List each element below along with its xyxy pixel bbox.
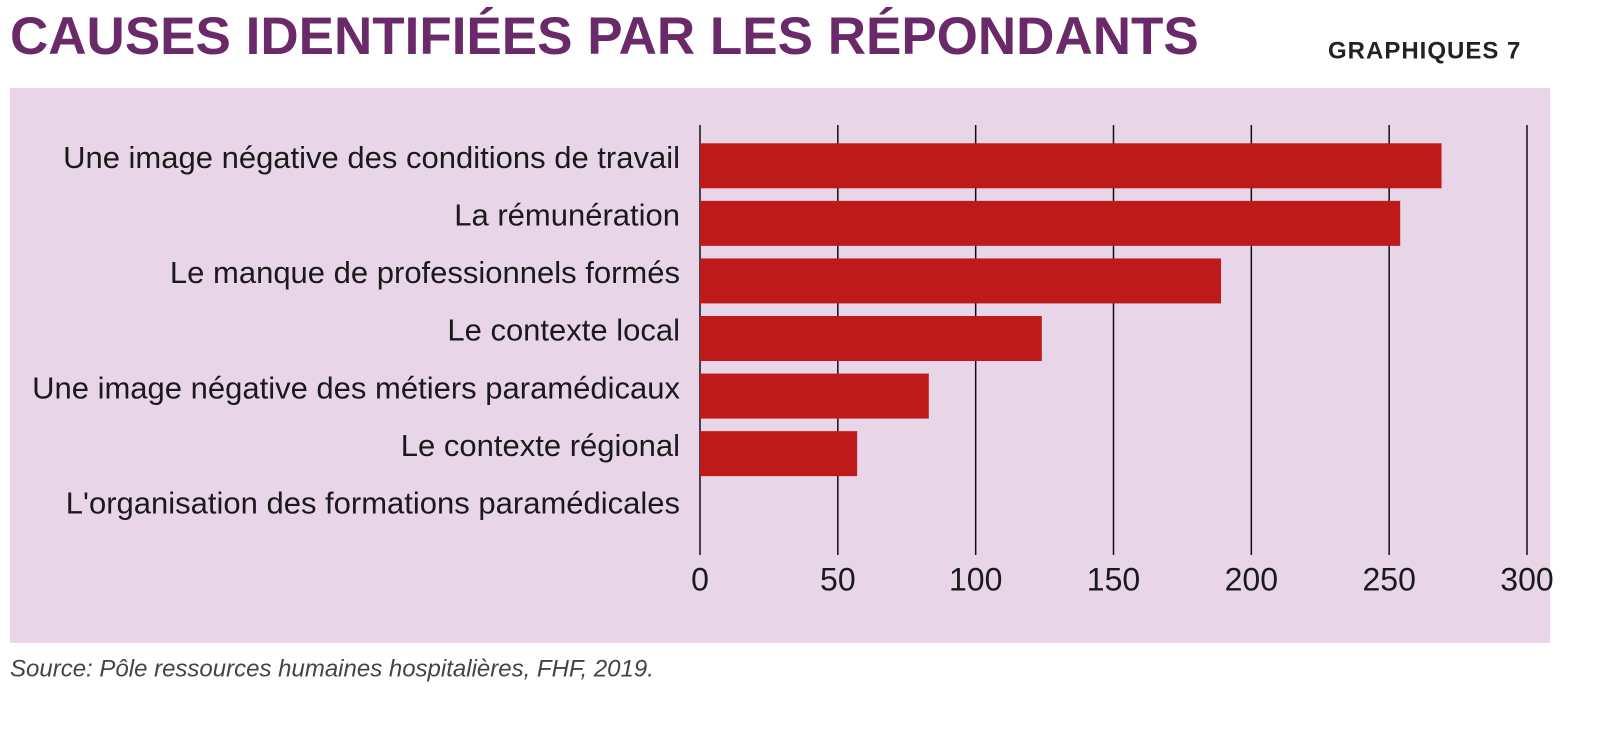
x-tick-label: 0 (691, 561, 709, 597)
x-tick-label: 100 (949, 561, 1002, 597)
bar (700, 200, 1401, 246)
x-tick-label: 250 (1362, 561, 1415, 597)
bar (700, 373, 929, 419)
y-tick-label: Le contexte régional (401, 428, 680, 463)
y-tick-label: La rémunération (454, 198, 680, 233)
y-tick-label: Le manque de professionnels formés (170, 255, 680, 290)
x-tick-label: 300 (1500, 561, 1553, 597)
bar (700, 143, 1442, 189)
y-tick-label: L'organisation des formations paramédica… (66, 485, 680, 520)
chart-subtitle: GRAPHIQUES 7 (1328, 37, 1521, 64)
y-tick-label: Le contexte local (447, 313, 680, 348)
bar (700, 258, 1222, 304)
y-tick-label: Une image négative des conditions de tra… (63, 140, 680, 175)
x-tick-label: 150 (1087, 561, 1140, 597)
bar (700, 316, 1042, 361)
source: Source: Pôle ressources humaines hospita… (10, 655, 654, 682)
x-tick-label: 50 (820, 561, 856, 597)
chart-title: CAUSES IDENTIFIÉES PAR LES RÉPONDANTS (10, 6, 1199, 66)
x-tick-label: 200 (1225, 561, 1278, 597)
bar (700, 431, 858, 477)
y-tick-label: Une image négative des métiers paramédic… (32, 370, 680, 405)
